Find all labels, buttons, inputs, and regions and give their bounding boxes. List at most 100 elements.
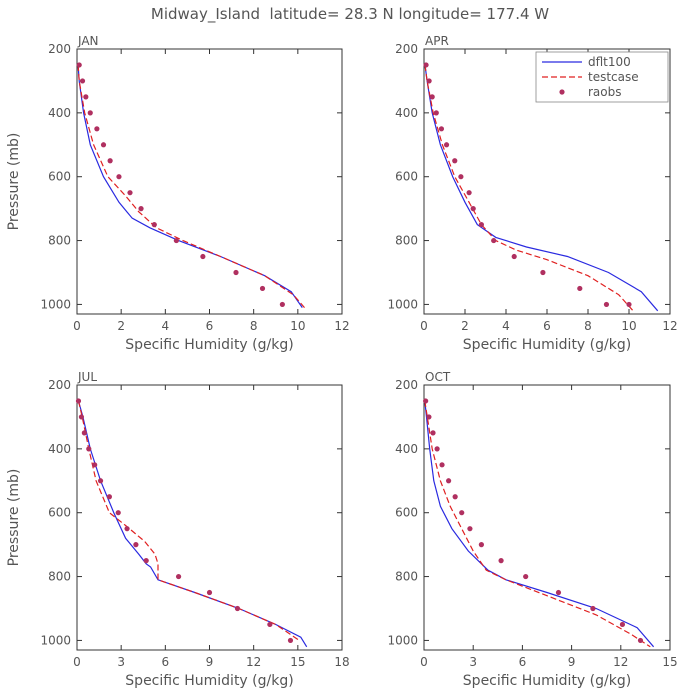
x-tick-label: 10: [290, 319, 305, 333]
x-tick-label: 15: [290, 655, 305, 669]
raobs-point: [173, 237, 179, 244]
y-tick-label: 800: [48, 570, 71, 584]
x-tick-label: 12: [613, 655, 628, 669]
x-axis-label: Specific Humidity (g/kg): [463, 337, 631, 353]
legend-box: [535, 51, 669, 103]
y-tick-label: 200: [48, 378, 71, 392]
raobs-point: [443, 142, 450, 148]
raobs-point: [81, 430, 87, 436]
panel-title: APR: [425, 34, 449, 48]
x-tick-label: 6: [519, 655, 527, 669]
y-tick-label: 1000: [387, 297, 418, 311]
raobs-point: [433, 110, 439, 116]
chart-title: Midway_Island latitude= 28.3 N longitude…: [151, 5, 549, 24]
y-tick-label: 600: [395, 506, 418, 520]
raobs-point: [626, 301, 632, 308]
raobs-point: [466, 190, 472, 196]
raobs-point: [79, 78, 86, 84]
y-tick-label: 1000: [40, 297, 71, 311]
raobs-point: [467, 526, 473, 532]
raobs-point: [75, 398, 82, 404]
raobs-point: [107, 158, 113, 164]
panel-jul: JUL 0 3 6 9 12 15 18 200 400 600 800 1000 Specific Hu…: [6, 370, 350, 689]
x-axis-label: Specific Humidity (g/kg): [125, 337, 293, 353]
raobs-point: [426, 78, 432, 84]
dflt100-line: [77, 400, 308, 648]
legend-label-dflt100: dflt100: [588, 55, 631, 69]
raobs-point: [92, 462, 98, 468]
x-tick-label: 8: [250, 319, 258, 333]
x-tick-label: 9: [206, 655, 214, 669]
testcase-line: [77, 64, 305, 308]
legend-swatch-raobs: [559, 89, 565, 95]
raobs-point: [267, 621, 273, 628]
raobs-point: [637, 637, 644, 644]
raobs-point: [555, 589, 562, 596]
plot-frame: [423, 384, 671, 651]
raobs-point: [234, 605, 241, 612]
y-axis-label: Pressure (mb): [6, 469, 22, 567]
y-axis-label: Pressure (mb): [6, 133, 22, 231]
raobs-point: [127, 190, 133, 196]
x-tick-label: 2: [461, 319, 469, 333]
raobs-point: [259, 285, 266, 292]
raobs-point: [175, 573, 182, 580]
raobs-point: [83, 94, 89, 100]
x-tick-label: 4: [502, 319, 510, 333]
raobs-point: [446, 478, 452, 484]
raobs-point: [133, 542, 139, 548]
x-tick-label: 0: [73, 319, 81, 333]
x-tick-label: 4: [162, 319, 170, 333]
x-tick-label: 10: [621, 319, 636, 333]
x-tick-label: 9: [568, 655, 576, 669]
raobs-point: [511, 253, 517, 260]
y-tick-label: 1000: [40, 633, 71, 647]
raobs-point: [106, 494, 112, 500]
testcase-line: [424, 400, 651, 648]
dflt100-line: [424, 64, 659, 312]
panel-title: JUL: [77, 370, 97, 384]
raobs-point: [78, 414, 85, 420]
raobs-point: [279, 301, 285, 308]
x-tick-label: 12: [246, 655, 261, 669]
panel-title: JAN: [77, 34, 99, 48]
x-tick-label: 18: [334, 655, 349, 669]
x-tick-label: 15: [662, 655, 677, 669]
x-tick-label: 2: [117, 319, 125, 333]
raobs-point: [478, 222, 484, 228]
raobs-point: [86, 446, 92, 452]
y-tick-label: 200: [395, 42, 418, 56]
testcase-line: [424, 64, 634, 312]
raobs-point: [138, 206, 144, 212]
y-tick-label: 400: [48, 106, 71, 120]
raobs-point: [100, 142, 107, 148]
raobs-point: [523, 573, 529, 580]
y-tick-label: 200: [395, 378, 418, 392]
raobs-point: [200, 253, 206, 260]
raobs-point: [429, 94, 435, 100]
raobs-point: [590, 605, 596, 612]
x-tick-label: 6: [206, 319, 214, 333]
raobs-point: [478, 542, 484, 548]
panel-jan: JAN 0 2 4 6 8 10 12 200 400 600 800 1000 Specific Hum…: [6, 34, 350, 353]
x-tick-label: 0: [420, 319, 428, 333]
y-tick-label: 800: [395, 234, 418, 248]
x-tick-label: 0: [73, 655, 81, 669]
x-tick-label: 3: [117, 655, 125, 669]
raobs-point: [233, 269, 239, 276]
x-tick-label: 3: [469, 655, 477, 669]
plot-frame: [76, 48, 343, 315]
raobs-point: [470, 206, 476, 212]
raobs-point: [540, 269, 546, 276]
raobs-point: [430, 430, 436, 436]
raobs-point: [459, 510, 465, 516]
y-tick-label: 800: [395, 570, 418, 584]
x-tick-label: 6: [162, 655, 170, 669]
plot-frame: [76, 384, 343, 651]
raobs-point: [116, 174, 122, 180]
raobs-point: [94, 126, 100, 132]
y-tick-label: 400: [395, 442, 418, 456]
raobs-point: [76, 62, 82, 68]
x-tick-label: 0: [420, 655, 428, 669]
